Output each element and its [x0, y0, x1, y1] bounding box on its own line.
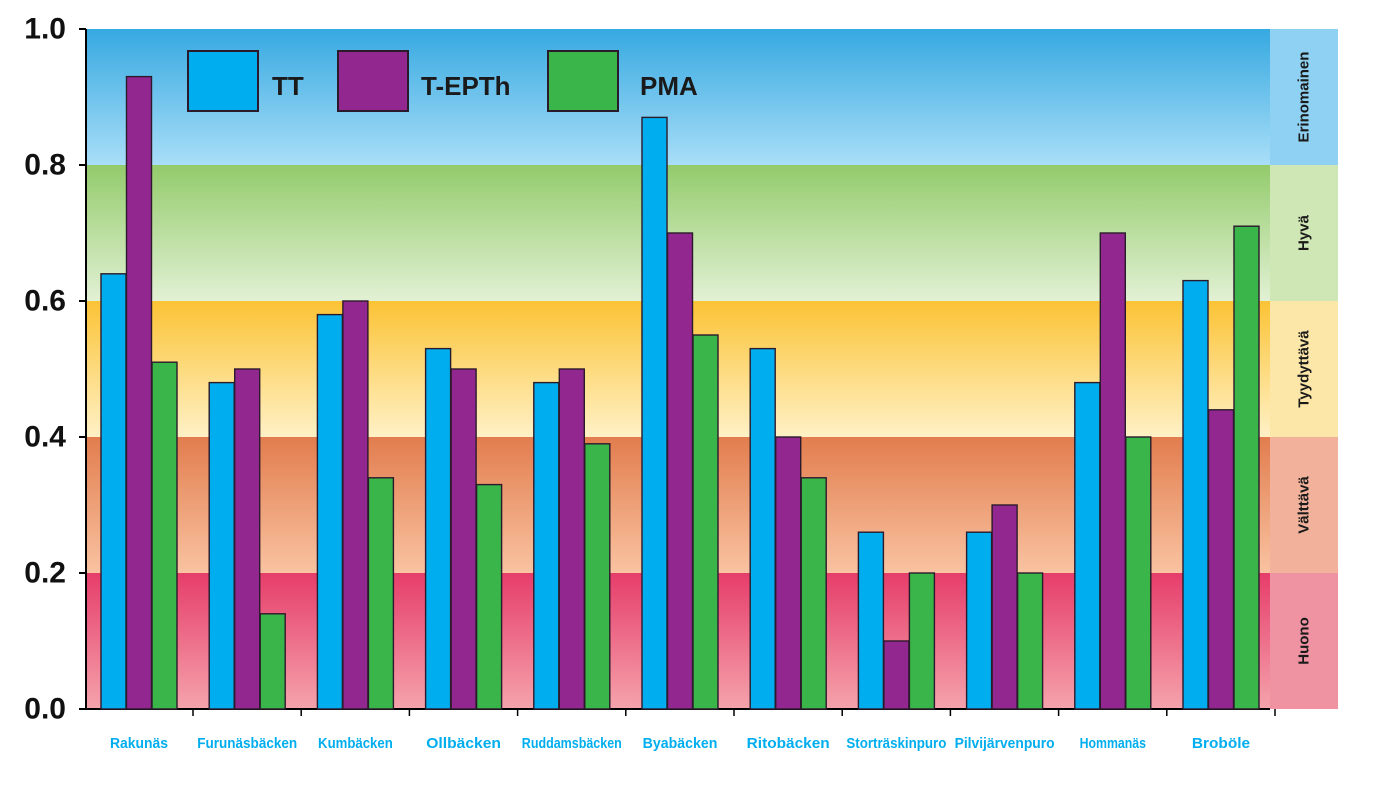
- y-tick-label: 0.8: [24, 149, 66, 182]
- category-label: Ritobäcken: [747, 735, 830, 752]
- bar: [424, 347, 452, 710]
- bar: [1182, 279, 1209, 710]
- bar: [1016, 572, 1044, 710]
- bar: [584, 443, 611, 710]
- bar: [533, 381, 560, 710]
- quality-band-label: Huono: [1296, 617, 1313, 664]
- category-label: Hommanäs: [1080, 735, 1146, 752]
- bar: [100, 273, 127, 710]
- bar: [316, 313, 344, 710]
- category-label: Ruddamsbäcken: [522, 735, 622, 752]
- quality-band-label: Välttävä: [1296, 476, 1313, 534]
- bar: [692, 334, 719, 710]
- legend-label: PMA: [640, 71, 698, 101]
- quality-band-label: Erinomainen: [1296, 52, 1313, 143]
- legend: TT T-EPTh PMA: [187, 50, 698, 112]
- bar: [367, 477, 395, 710]
- bar: [965, 531, 993, 710]
- category-label: Furunäsbäcken: [197, 735, 297, 752]
- category-label: Ollbäcken: [426, 735, 501, 752]
- bar: [857, 531, 885, 710]
- legend-swatch: [187, 50, 259, 112]
- y-tick-label: 0.2: [24, 557, 66, 590]
- bar: [208, 381, 235, 710]
- quality-band-labels: Huono Välttävä Tyydyttävä Hyvä Erinomainen: [1296, 52, 1313, 665]
- bar: [1207, 409, 1235, 710]
- bar: [991, 504, 1018, 710]
- bar: [641, 116, 668, 710]
- bar: [450, 368, 477, 710]
- bar: [151, 361, 178, 710]
- bars: [100, 75, 1260, 710]
- category-label: Pilvijärvenpuro: [955, 735, 1055, 752]
- bar: [1074, 381, 1101, 710]
- quality-band-side: [1270, 29, 1338, 165]
- bar: [775, 436, 802, 710]
- bar: [749, 347, 776, 710]
- bar: [883, 640, 910, 710]
- category-label: Byabäcken: [643, 735, 718, 752]
- legend-label: TT: [272, 71, 304, 101]
- y-tick-label: 0.4: [24, 421, 66, 454]
- category-label: Kumbäcken: [318, 735, 393, 752]
- bar: [666, 232, 694, 710]
- y-tick-label: 0.6: [24, 285, 66, 318]
- quality-band-label: Hyvä: [1296, 214, 1313, 251]
- legend-swatch: [337, 50, 409, 112]
- bar: [259, 613, 286, 710]
- quality-band-side: [1270, 573, 1338, 709]
- quality-band-side: [1270, 301, 1338, 437]
- category-label: Rakunäs: [110, 735, 168, 752]
- legend-swatch: [547, 50, 619, 112]
- y-tick-label: 1.0: [24, 13, 66, 46]
- category-labels: Rakunäs Furunäsbäcken Kumbäcken Ollbäcken Ru…: [110, 735, 1250, 752]
- bar: [475, 483, 503, 710]
- bar: [1125, 436, 1152, 710]
- quality-band-side: [1270, 437, 1338, 573]
- y-tick-label: 0.0: [24, 693, 66, 726]
- legend-label: T-EPTh: [421, 71, 511, 101]
- bar: [125, 75, 153, 710]
- bar: [342, 300, 369, 710]
- bar: [800, 477, 827, 710]
- category-label: Storträskinpuro: [846, 735, 946, 752]
- bar: [1099, 232, 1127, 710]
- bar: [558, 368, 585, 710]
- bar: [908, 572, 936, 710]
- category-label: Broböle: [1192, 735, 1250, 752]
- quality-band-label: Tyydyttävä: [1296, 330, 1313, 408]
- quality-band: [86, 29, 1270, 165]
- bar: [1233, 225, 1260, 710]
- quality-band-side: [1270, 165, 1338, 301]
- bar: [233, 368, 261, 710]
